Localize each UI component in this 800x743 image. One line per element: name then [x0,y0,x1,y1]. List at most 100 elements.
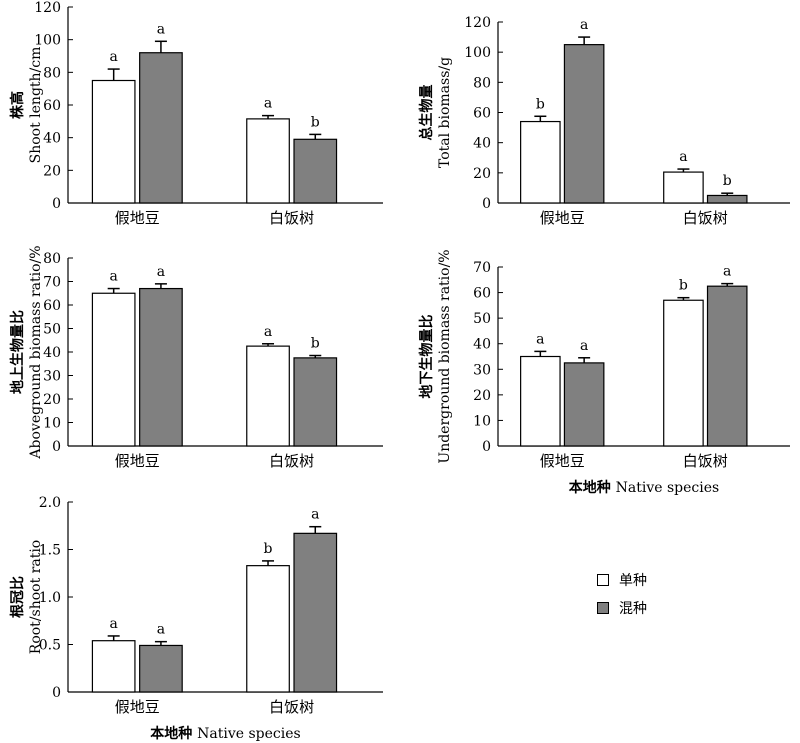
y-tick-label: 0 [52,196,61,212]
y-tick-label: 1.5 [39,543,61,559]
y-tick-label: 60 [473,106,491,122]
legend-item-mixed: 混种 [597,594,647,622]
significance-letter: a [264,324,272,340]
significance-letter: a [264,96,272,112]
category-label: 假地豆 [115,452,160,470]
y-tick-label: 20 [473,166,491,182]
y-axis-label-en: Root/shoot ratio [28,540,44,654]
y-tick-label: 40 [43,345,61,361]
legend: 单种 混种 [597,566,647,622]
significance-letter: b [536,96,545,112]
bar [246,565,290,693]
y-tick-label: 0 [482,439,491,455]
y-tick-label: 20 [43,163,61,179]
legend-swatch-mixed [597,602,609,614]
y-tick-label: 100 [34,33,61,49]
y-tick-label: 60 [43,298,61,314]
y-axis-label-en: Shoot length/cm [28,47,44,164]
y-axis-label: 地下生物量比 Underground biomass ratio/% [418,249,453,463]
y-tick-label: 10 [43,416,61,432]
bar [520,355,561,447]
x-axis-label-en: Native species [197,726,301,742]
y-tick-label: 50 [473,311,491,327]
x-axis-label-cn: 本地种 [569,479,616,496]
significance-letter: b [311,114,320,130]
bar [293,357,338,447]
legend-item-monoculture: 单种 [597,566,647,594]
y-axis-label: 地上生物量比 Aboveground biomass ratio/% [9,245,44,459]
significance-letter: a [157,21,165,37]
y-axis-label-cn: 根冠比 [9,576,26,618]
y-axis-label-en: Total biomass/g [437,57,453,168]
bar [706,194,748,204]
y-tick-label: 80 [43,251,61,267]
y-tick-label: 40 [473,136,491,152]
category-label: 假地豆 [540,209,585,227]
y-tick-label: 120 [34,0,61,16]
y-tick-label: 2.0 [39,495,61,511]
significance-letter: a [311,507,319,523]
bar [91,79,136,204]
bar [706,285,748,447]
category-label: 白饭树 [269,698,314,716]
y-tick-label: 70 [473,260,491,276]
y-axis-label-cn: 总生物量 [418,85,435,141]
y-tick-label: 20 [43,392,61,408]
y-tick-label: 60 [473,286,491,302]
y-axis-label-en: Underground biomass ratio/% [437,249,453,463]
significance-letter: b [264,541,273,557]
y-tick-label: 70 [43,275,61,291]
category-label: 白饭树 [683,452,728,470]
y-axis-label-en: Aboveground biomass ratio/% [28,245,44,459]
bar [246,345,290,447]
y-axis-label-cn: 地上生物量比 [9,310,26,394]
significance-letter: a [580,338,588,354]
category-label: 白饭树 [683,209,728,227]
bar [663,299,704,447]
y-axis-label: 株高 Shoot length/cm [9,47,44,164]
bar [293,532,338,693]
significance-letter: a [679,149,687,165]
y-tick-label: 10 [473,413,491,429]
bar [91,292,136,447]
significance-letter: b [679,278,688,294]
significance-letter: a [109,269,117,285]
chart-1: 0 20 40 60 80 100 120 a a 假地豆 a b 白饭树 株高 Shoot length/… [9,0,383,227]
significance-letter: a [109,616,117,632]
y-tick-label: 100 [464,45,491,61]
category-label: 白饭树 [269,452,314,470]
legend-label-monoculture: 单种 [619,573,647,589]
y-tick-label: 30 [43,369,61,385]
significance-letter: a [536,331,544,347]
category-label: 白饭树 [269,209,314,227]
x-axis-label-en: Native species [616,480,720,496]
y-tick-label: 0 [482,196,491,212]
category-label: 假地豆 [115,698,160,716]
significance-letter: a [157,622,165,638]
bar [563,44,605,204]
y-tick-label: 0 [52,439,61,455]
significance-letter: a [109,49,117,65]
bar [246,118,290,204]
y-axis-label-cn: 地下生物量比 [418,315,435,399]
chart-2: 0 20 40 60 80 100 120 b a 假地豆 a b 白饭树 总生物量 Total bioma… [418,15,790,227]
y-tick-label: 80 [473,75,491,91]
bar [563,362,605,447]
category-label: 假地豆 [115,209,160,227]
y-tick-label: 120 [464,15,491,31]
x-axis-label-cn: 本地种 [150,725,197,742]
legend-swatch-monoculture [597,574,609,586]
y-tick-label: 40 [473,337,491,353]
y-tick-label: 40 [43,131,61,147]
significance-letter: a [723,264,731,280]
significance-letter: a [580,17,588,33]
bar [139,52,183,204]
y-tick-label: 20 [473,388,491,404]
legend-label-mixed: 混种 [619,601,647,617]
bar [139,644,183,693]
bar [139,287,183,447]
chart-5: 0 0.5 1.0 1.5 2.0 a a 假地豆 b a 白饭树 根冠比 Root/shoot rat… [9,495,383,742]
y-tick-label: 50 [43,322,61,338]
significance-letter: b [311,336,320,352]
y-tick-label: 1.0 [39,590,61,606]
